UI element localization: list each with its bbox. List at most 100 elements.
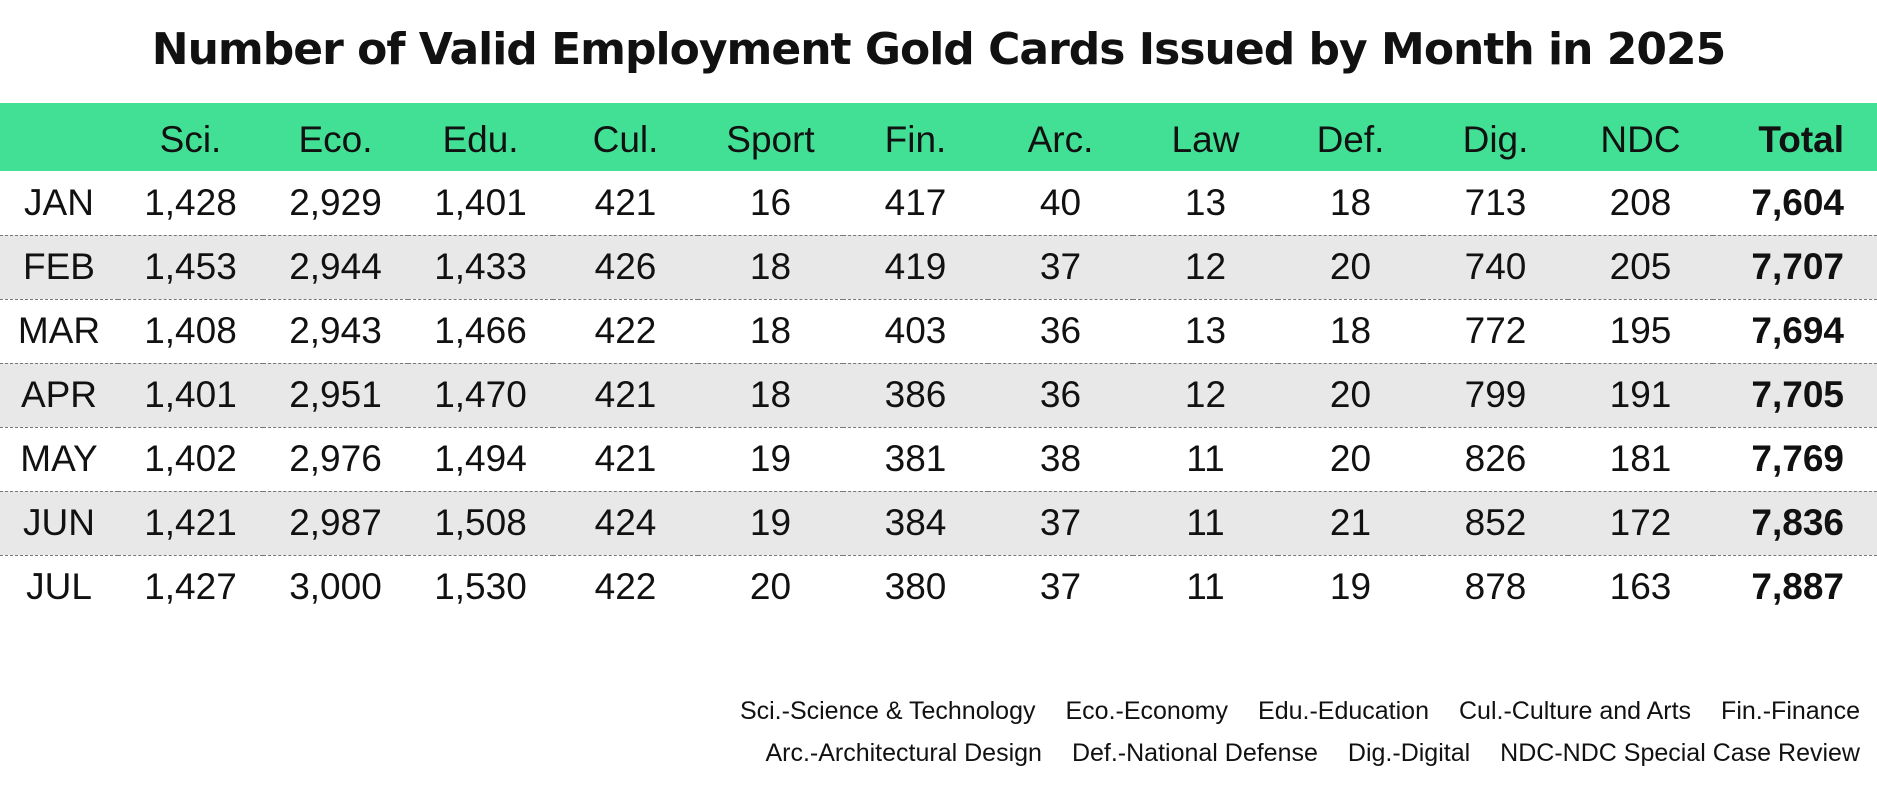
value-cell: 2,943	[263, 298, 408, 363]
value-cell: 18	[698, 362, 843, 427]
value-cell: 421	[553, 362, 698, 427]
value-cell: 13	[1133, 298, 1278, 363]
value-cell: 208	[1609, 181, 1672, 223]
value-cell: 1,427	[118, 554, 263, 619]
value-cell: 1,470	[408, 362, 553, 427]
header-category-cell: Sci.	[159, 119, 222, 160]
value-cell: 2,976	[263, 426, 408, 491]
value-cell: 878	[1423, 554, 1568, 619]
value-cell: 191	[1568, 362, 1713, 427]
value-cell: 13	[1184, 181, 1227, 223]
value-cell: 181	[1568, 426, 1713, 491]
header-category-cell: Dig.	[1462, 119, 1529, 160]
table-row: FEB 1,453 2,944 1,433 426 18 419 37 12 20 740 205 7,…	[0, 234, 1877, 299]
value-cell: 799	[1423, 362, 1568, 427]
value-cell: 20	[1278, 234, 1423, 299]
month-cell: FEB	[0, 234, 118, 299]
value-cell: 163	[1568, 554, 1713, 619]
header-total-cell: Total	[1758, 119, 1844, 160]
value-cell: 19	[1278, 554, 1423, 619]
month-cell: JUL	[0, 554, 118, 619]
month-cell: JAN	[24, 181, 94, 223]
value-cell: 20	[1278, 426, 1423, 491]
value-cell: 38	[988, 426, 1133, 491]
legend-item: Arc.-Architectural Design	[765, 739, 1042, 767]
value-cell: 12	[1133, 234, 1278, 299]
legend-item: NDC-NDC Special Case Review	[1500, 739, 1860, 767]
legend-item: Edu.-Education	[1258, 697, 1429, 725]
value-cell: 419	[843, 234, 988, 299]
value-cell: 1,530	[408, 554, 553, 619]
legend-item: Dig.-Digital	[1347, 739, 1471, 767]
header-month-cell	[0, 103, 118, 171]
value-cell: 381	[843, 426, 988, 491]
month-cell: JUN	[0, 490, 118, 555]
value-cell: 417	[884, 181, 947, 223]
value-cell: 852	[1423, 490, 1568, 555]
value-cell: 1,453	[118, 234, 263, 299]
header-category-cell: NDC	[1600, 119, 1681, 160]
value-cell: 421	[594, 181, 657, 223]
value-cell: 172	[1568, 490, 1713, 555]
value-cell: 1,433	[408, 234, 553, 299]
value-cell: 403	[843, 298, 988, 363]
total-cell: 7,887	[1713, 554, 1877, 619]
legend-item: Cul.-Culture and Arts	[1459, 697, 1692, 725]
value-cell: 37	[988, 554, 1133, 619]
value-cell: 205	[1568, 234, 1713, 299]
header-category-cell: Cul.	[592, 119, 659, 160]
value-cell: 1,401	[118, 362, 263, 427]
value-cell: 16	[749, 181, 792, 223]
value-cell: 2,944	[263, 234, 408, 299]
value-cell: 21	[1278, 490, 1423, 555]
total-cell: 7,707	[1713, 234, 1877, 299]
legend-line-2: Arc.-Architectural Design Def.-National D…	[765, 739, 1860, 768]
table-row: JUN 1,421 2,987 1,508 424 19 384 37 11 21 852 172 7,…	[0, 490, 1877, 555]
legend-item: Fin.-Finance	[1721, 697, 1860, 725]
total-cell: 7,694	[1713, 298, 1877, 363]
value-cell: 11	[1133, 490, 1278, 555]
value-cell: 18	[698, 234, 843, 299]
value-cell: 36	[988, 362, 1133, 427]
value-cell: 826	[1423, 426, 1568, 491]
value-cell: 18	[698, 298, 843, 363]
value-cell: 12	[1133, 362, 1278, 427]
legend-item: Def.-National Defense	[1071, 739, 1318, 767]
table-row: JAN 1,428 2,929 1,401 421 16 417 40 13 18 713 208 7,…	[0, 171, 1877, 235]
value-cell: 20	[1278, 362, 1423, 427]
value-cell: 713	[1464, 181, 1527, 223]
month-cell: MAY	[0, 426, 118, 491]
value-cell: 422	[553, 554, 698, 619]
value-cell: 422	[553, 298, 698, 363]
legend-line-1: Sci.-Science & Technology Eco.-Economy Edu…	[740, 697, 1860, 726]
value-cell: 772	[1423, 298, 1568, 363]
header-category-cell: Def.	[1316, 119, 1385, 160]
gold-card-table: Sci. Eco. Edu. Cul. Sport Fin. Arc. Law Def. Dig.…	[0, 103, 1877, 619]
header-category-cell: Arc.	[1027, 119, 1094, 160]
header-category-cell: Law	[1171, 119, 1240, 160]
value-cell: 37	[988, 234, 1133, 299]
value-cell: 3,000	[263, 554, 408, 619]
legend-item: Eco.-Economy	[1065, 697, 1229, 725]
value-cell: 1,466	[408, 298, 553, 363]
total-cell: 7,705	[1713, 362, 1877, 427]
value-cell: 20	[698, 554, 843, 619]
header-category-cell: Edu.	[442, 119, 519, 160]
value-cell: 424	[553, 490, 698, 555]
month-cell: APR	[0, 362, 118, 427]
value-cell: 380	[843, 554, 988, 619]
table-body: JAN 1,428 2,929 1,401 421 16 417 40 13 18 713 208 7,…	[0, 171, 1877, 619]
value-cell: 1,401	[434, 181, 527, 223]
value-cell: 426	[553, 234, 698, 299]
value-cell: 1,421	[118, 490, 263, 555]
value-cell: 2,951	[263, 362, 408, 427]
value-cell: 2,987	[263, 490, 408, 555]
total-cell: 7,769	[1713, 426, 1877, 491]
value-cell: 40	[1039, 181, 1082, 223]
value-cell: 37	[988, 490, 1133, 555]
table-row: MAR 1,408 2,943 1,466 422 18 403 36 13 18 772 195 7,…	[0, 298, 1877, 363]
total-cell: 7,604	[1751, 181, 1844, 223]
value-cell: 36	[988, 298, 1133, 363]
table-row: JUL 1,427 3,000 1,530 422 20 380 37 11 19 878 163 7,…	[0, 554, 1877, 619]
chart-title: Number of Valid Employment Gold Cards Is…	[151, 24, 1726, 75]
